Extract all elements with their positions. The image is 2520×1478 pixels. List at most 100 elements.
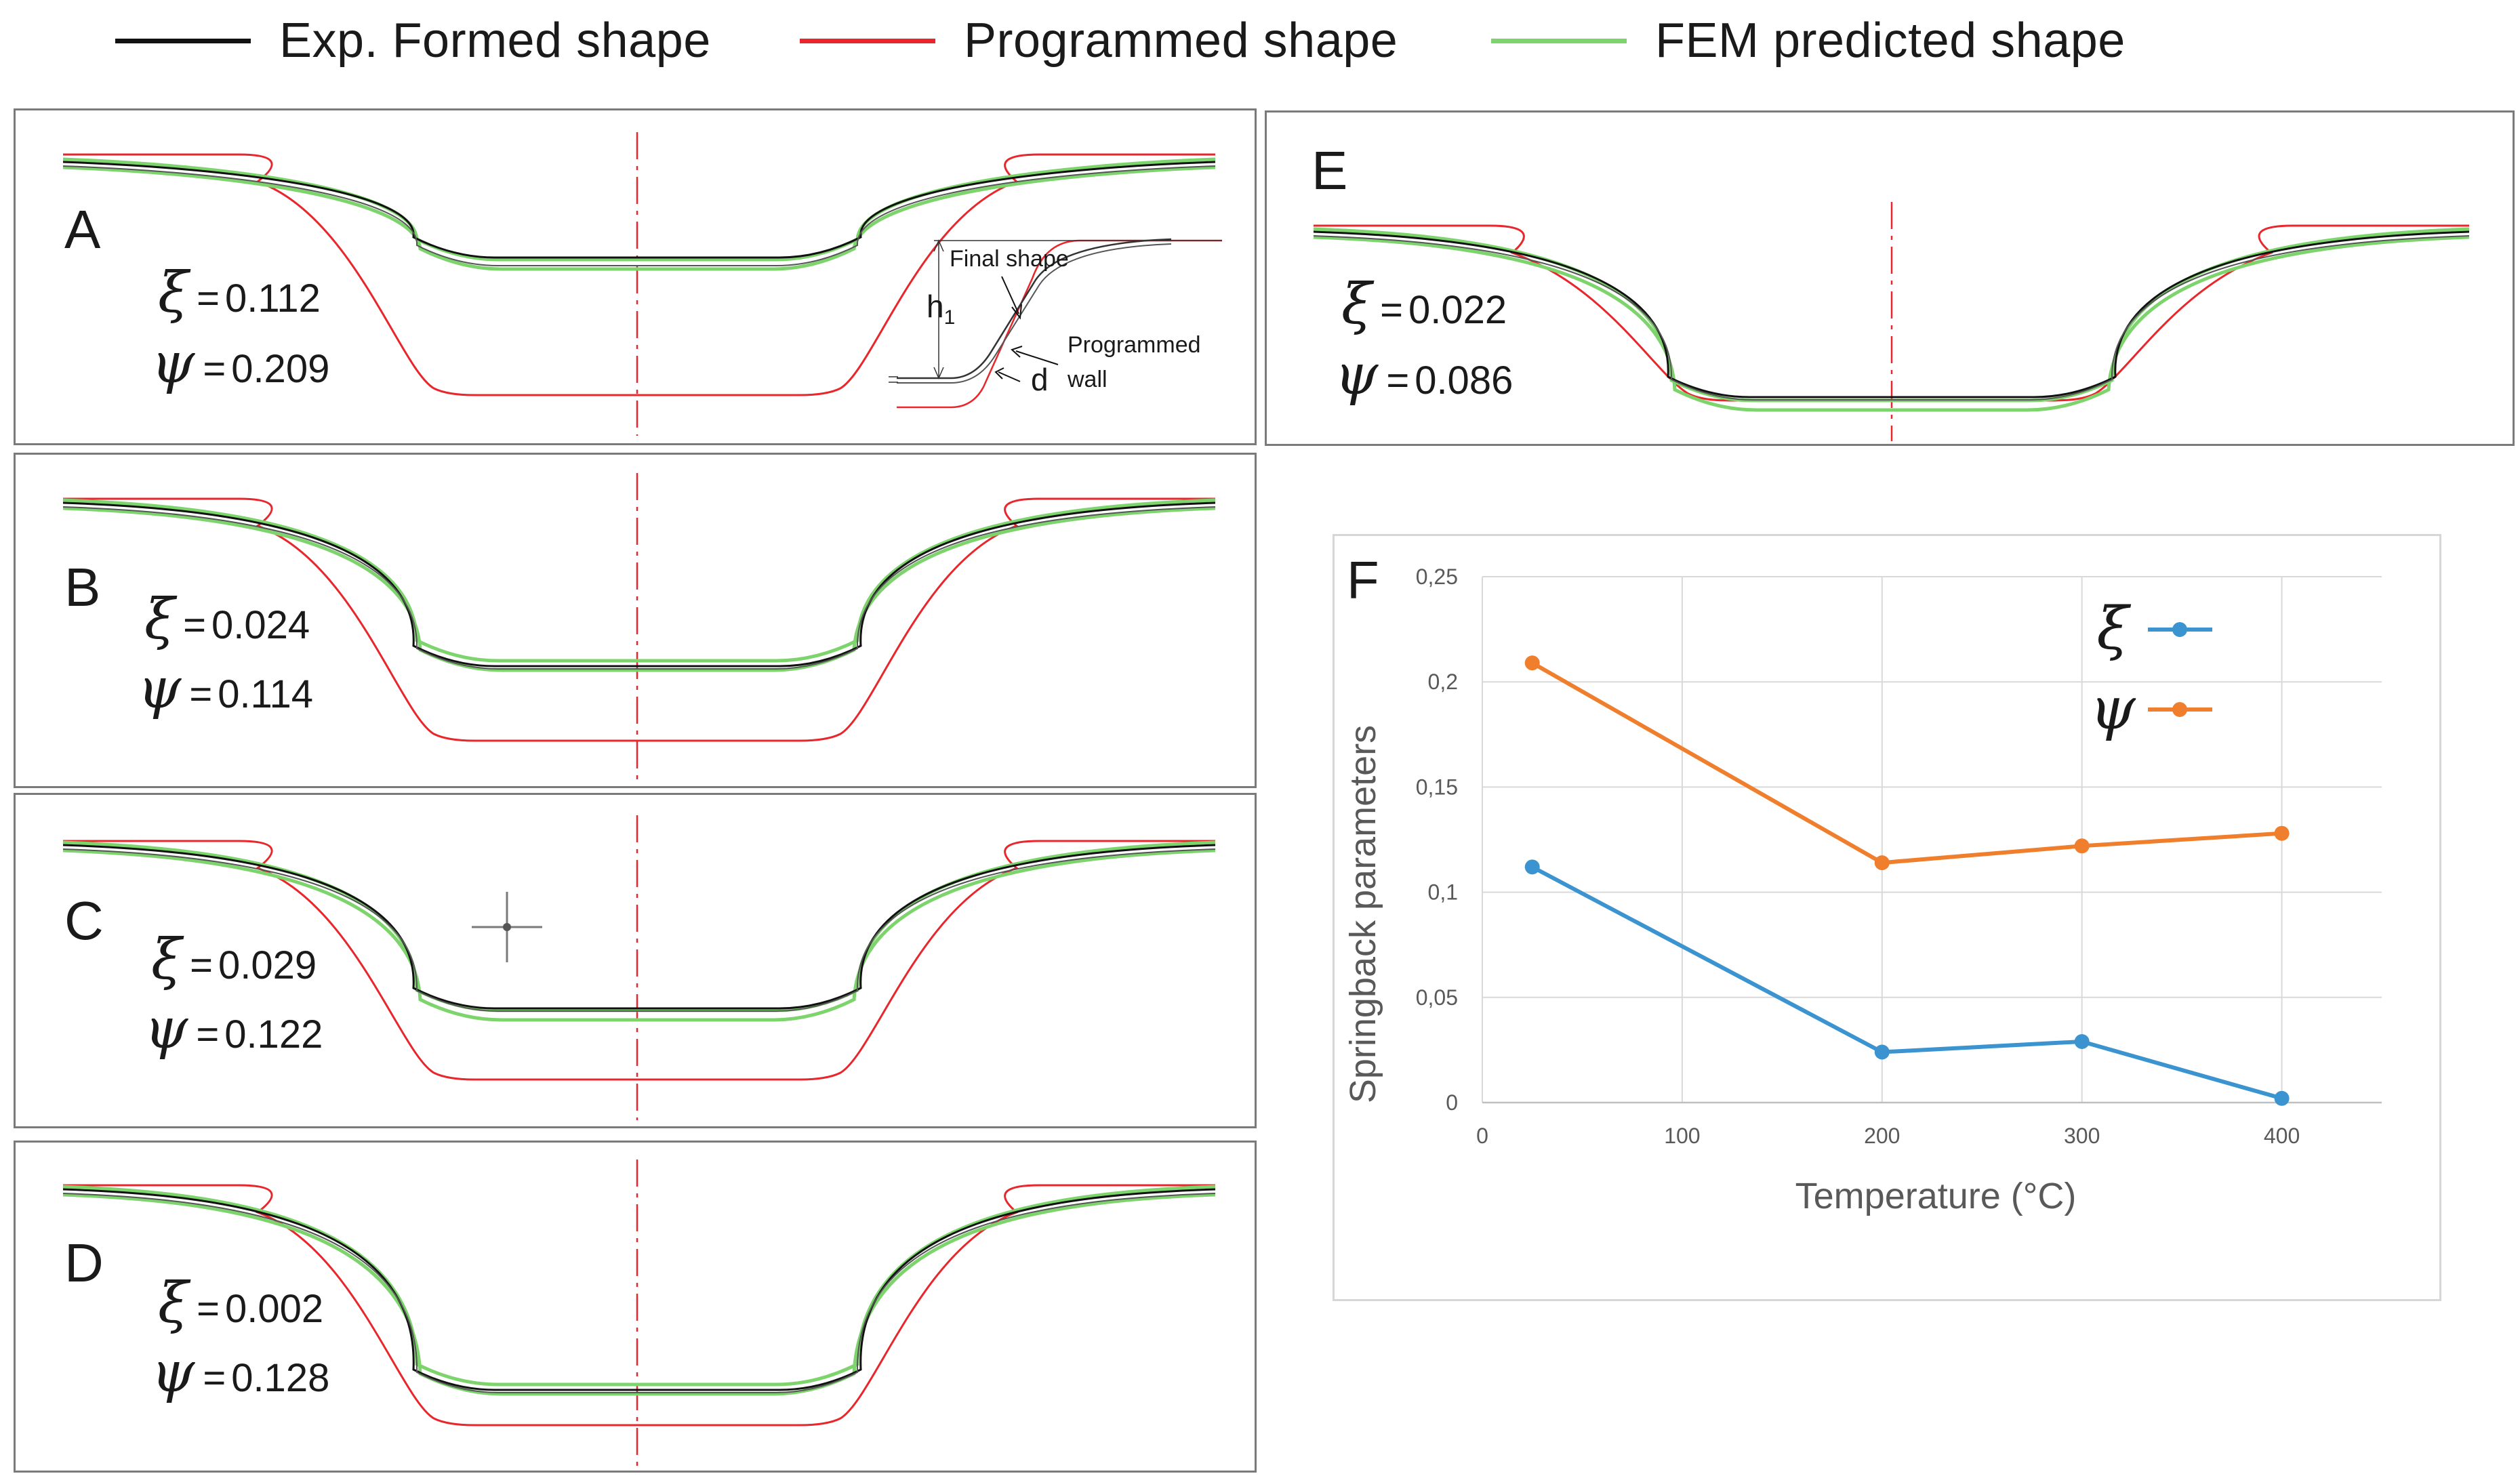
- profile-plot-d: [62, 1159, 1216, 1466]
- equals-sign: =: [203, 347, 226, 391]
- springback-chart: 0 0,05 0,1 0,15 0,2 0,25 0 100 200 300 400 ξψ F Te…: [1343, 550, 2382, 1216]
- legend-marker-psi: [2172, 702, 2187, 717]
- legend-label-fem: FEM predicted shape: [1655, 14, 2126, 68]
- exp-shape-line-inner: [62, 848, 1216, 1012]
- psi-symbol: ψ: [151, 1340, 195, 1405]
- exp-shape-line-inner: [62, 165, 1216, 266]
- y-tick-label: 0,2: [1428, 670, 1458, 694]
- equals-sign: =: [1380, 288, 1404, 332]
- xi-number: 0.002: [225, 1287, 324, 1331]
- inset-label-programmed: Programmed: [1068, 332, 1201, 358]
- data-point-xi: [2074, 1033, 2090, 1049]
- x-tick-label: 400: [2264, 1124, 2300, 1148]
- exp-shape-line-inner: [62, 1193, 1216, 1393]
- legend-item-exp-formed: Exp. Formed shape: [115, 7, 711, 75]
- y-tick-label: 0,05: [1416, 985, 1458, 1010]
- psi-number: 0.086: [1415, 358, 1513, 403]
- xi-value-a: ξ = 0.112: [158, 261, 321, 325]
- inset-final-shape-leader-arrow: [1011, 304, 1022, 320]
- xi-value-c: ξ = 0.029: [151, 928, 317, 992]
- chart-series: [1524, 655, 2290, 1106]
- y-tick-label: 0,1: [1428, 880, 1458, 905]
- legend-swatch-exp-formed: [115, 38, 251, 43]
- inset-final-shape-inner: [897, 243, 1172, 384]
- equals-sign: =: [196, 1012, 220, 1056]
- exp-shape-line: [1313, 230, 2470, 398]
- psi-symbol: ψ: [138, 657, 182, 721]
- legend-swatch-fem: [1491, 38, 1627, 43]
- data-point-psi: [2274, 825, 2290, 841]
- psi-number: 0.122: [224, 1012, 323, 1056]
- profile-plot-c: [62, 815, 1216, 1120]
- panel-b: B ξ = 0.024 ψ = 0.114: [14, 453, 1257, 788]
- equals-sign: =: [183, 603, 207, 647]
- psi-symbol: ψ: [151, 331, 195, 396]
- y-axis-label: Springback parameters: [1343, 725, 1383, 1103]
- xi-symbol: ξ: [144, 588, 176, 652]
- psi-number: 0.114: [218, 672, 314, 716]
- exp-shape-line-inner: [1313, 235, 2470, 401]
- profile-plot-b: [62, 473, 1216, 781]
- fem-shape-line-upper: [62, 157, 1216, 262]
- inset-label-wall: wall: [1068, 367, 1107, 392]
- xi-symbol: ξ: [158, 1271, 189, 1336]
- psi-number: 0.128: [231, 1356, 330, 1400]
- exp-shape-line: [62, 161, 1216, 259]
- data-point-xi: [1874, 1044, 1890, 1060]
- inset-label-final-shape: Final shape: [950, 246, 1069, 272]
- profile-group: [62, 132, 1216, 436]
- data-point-xi: [1524, 859, 1540, 875]
- legend-label-programmed: Programmed shape: [964, 14, 1398, 68]
- panel-letter-f: F: [1347, 550, 1379, 610]
- profile-plot-e: [1313, 202, 2470, 441]
- equals-sign: =: [197, 1287, 220, 1331]
- y-tick-label: 0,25: [1416, 564, 1458, 589]
- xi-number: 0.029: [218, 943, 317, 987]
- inset-final-shape-leader: [1001, 276, 1019, 314]
- fem-shape-line-lower: [62, 165, 1216, 271]
- legend-label-xi: ξ: [2096, 595, 2131, 663]
- fem-shape-line-lower: [62, 1193, 1216, 1396]
- panel-letter-d: D: [64, 1233, 104, 1293]
- legend-item-programmed: Programmed shape: [800, 7, 1398, 75]
- panel-d: D ξ = 0.002 ψ = 0.128: [14, 1141, 1257, 1473]
- data-point-psi: [1524, 655, 1540, 671]
- inset-h1-arrow-bottom: [933, 367, 944, 379]
- panel-e: E ξ = 0.022 ψ = 0.086: [1265, 110, 2515, 446]
- exp-shape-line: [62, 501, 1216, 668]
- equals-sign: =: [203, 1356, 226, 1400]
- inset-d-leader: [998, 371, 1021, 382]
- xi-number: 0.112: [225, 276, 321, 321]
- profile-group: [1313, 202, 2470, 441]
- inset-programmed-leader: [1015, 350, 1059, 365]
- profile-plot-a: [62, 132, 1216, 436]
- psi-number: 0.209: [231, 347, 330, 391]
- wall-schematic-inset: [889, 238, 1222, 409]
- inset-d-leader-arrow: [994, 367, 1004, 379]
- shape-legend: Exp. Formed shape Programmed shape FEM p…: [0, 0, 2520, 95]
- programmed-shape-line: [63, 153, 1215, 396]
- chart-axes: 0 0,05 0,1 0,15 0,2 0,25 0 100 200 300 400: [1416, 564, 2382, 1148]
- panel-a: A ξ = 0.112 ψ = 0.209 Final shape h1 Program…: [14, 108, 1257, 445]
- xi-number: 0.022: [1408, 288, 1507, 332]
- exp-shape-line-inner: [62, 506, 1216, 670]
- inset-h1-arrow-top: [933, 239, 944, 252]
- xi-symbol: ξ: [158, 261, 189, 325]
- legend-marker-xi: [2172, 622, 2187, 637]
- fem-shape-line-upper: [62, 1185, 1216, 1387]
- data-point-psi: [2074, 838, 2090, 854]
- psi-value-e: ψ = 0.086: [1335, 343, 1513, 407]
- psi-value-b: ψ = 0.114: [138, 657, 313, 721]
- data-point-psi: [1874, 855, 1890, 871]
- inset-final-shape-outer: [897, 238, 1172, 379]
- legend-label-psi: ψ: [2090, 675, 2136, 743]
- chart-legend: ξψ: [2090, 595, 2212, 743]
- xi-symbol: ξ: [151, 928, 182, 992]
- inset-h1-letter: h: [927, 289, 944, 324]
- series-line-psi: [1531, 661, 2282, 865]
- x-tick-label: 0: [1476, 1124, 1488, 1148]
- inset-h1-subscript: 1: [943, 306, 956, 329]
- chart-grid: [1482, 576, 2382, 1103]
- exp-shape-line: [62, 844, 1216, 1010]
